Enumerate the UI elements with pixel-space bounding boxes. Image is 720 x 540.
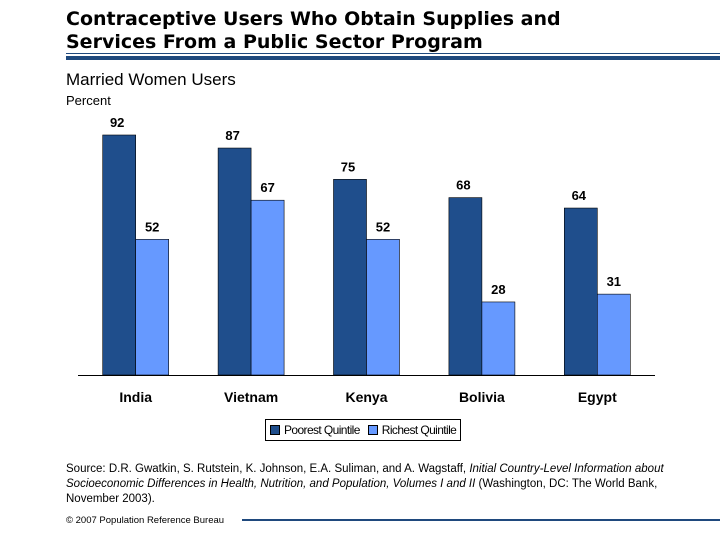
data-label-richest-bolivia: 28	[491, 282, 505, 297]
x-tick-label-bolivia: Bolivia	[459, 389, 505, 405]
x-tick-label-kenya: Kenya	[345, 389, 387, 405]
copyright-footer: © 2007 Population Reference Bureau	[66, 515, 225, 526]
data-label-poorest-kenya: 75	[341, 159, 355, 174]
chart-subtitle: Married Women Users	[66, 70, 236, 89]
legend-swatch-richest	[367, 425, 378, 435]
x-tick-label-vietnam: Vietnam	[224, 389, 278, 405]
source-suffix: (Washington, DC: The World Bank, Novembe…	[66, 478, 658, 505]
data-label-richest-egypt: 31	[607, 274, 621, 289]
x-tick-label-india: India	[119, 389, 152, 405]
bar-richest-bolivia	[481, 301, 516, 376]
data-label-poorest-india: 92	[110, 115, 124, 130]
title-line-2: Services From a Public Sector Program	[66, 31, 483, 53]
data-label-poorest-egypt: 64	[572, 188, 587, 203]
bar-poorest-india	[102, 134, 136, 376]
data-label-poorest-bolivia: 68	[456, 178, 470, 193]
source-citation: Source: D.R. Gwatkin, S. Rutstein, K. Jo…	[66, 462, 666, 507]
x-tick-label-egypt: Egypt	[578, 389, 617, 405]
bar-richest-kenya	[366, 239, 400, 376]
chart-legend: Poorest Quintile Richest Quintile	[265, 419, 462, 441]
legend-label-poorest: Poorest Quintile	[284, 423, 360, 437]
data-label-richest-vietnam: 67	[260, 180, 274, 195]
source-title: Initial Country-Level Information about …	[66, 463, 664, 490]
title-divider	[66, 56, 720, 60]
legend-label-richest: Richest Quintile	[381, 423, 457, 437]
source-prefix: Source: D.R. Gwatkin, S. Rutstein, K. Jo…	[66, 463, 470, 475]
data-label-richest-kenya: 52	[376, 219, 390, 234]
footer-divider	[242, 519, 720, 521]
bar-poorest-bolivia	[448, 197, 483, 376]
data-label-poorest-vietnam: 87	[225, 128, 239, 143]
bar-richest-india	[135, 239, 169, 376]
data-label-richest-india: 52	[145, 219, 159, 234]
page-title: Contraceptive Users Who Obtain Supplies …	[66, 8, 706, 54]
bar-poorest-egypt	[563, 207, 598, 376]
title-divider-thin	[66, 53, 720, 54]
bar-richest-egypt	[596, 293, 631, 376]
legend-swatch-poorest	[270, 425, 280, 435]
legend-item-poorest: Poorest Quintile	[270, 423, 360, 437]
bar-poorest-kenya	[333, 179, 367, 376]
legend-item-richest: Richest Quintile	[367, 423, 457, 437]
bar-richest-vietnam	[250, 199, 285, 376]
title-line-1: Contraceptive Users Who Obtain Supplies …	[66, 8, 561, 30]
bar-poorest-vietnam	[217, 147, 252, 376]
y-axis-unit-label: Percent	[66, 93, 111, 108]
